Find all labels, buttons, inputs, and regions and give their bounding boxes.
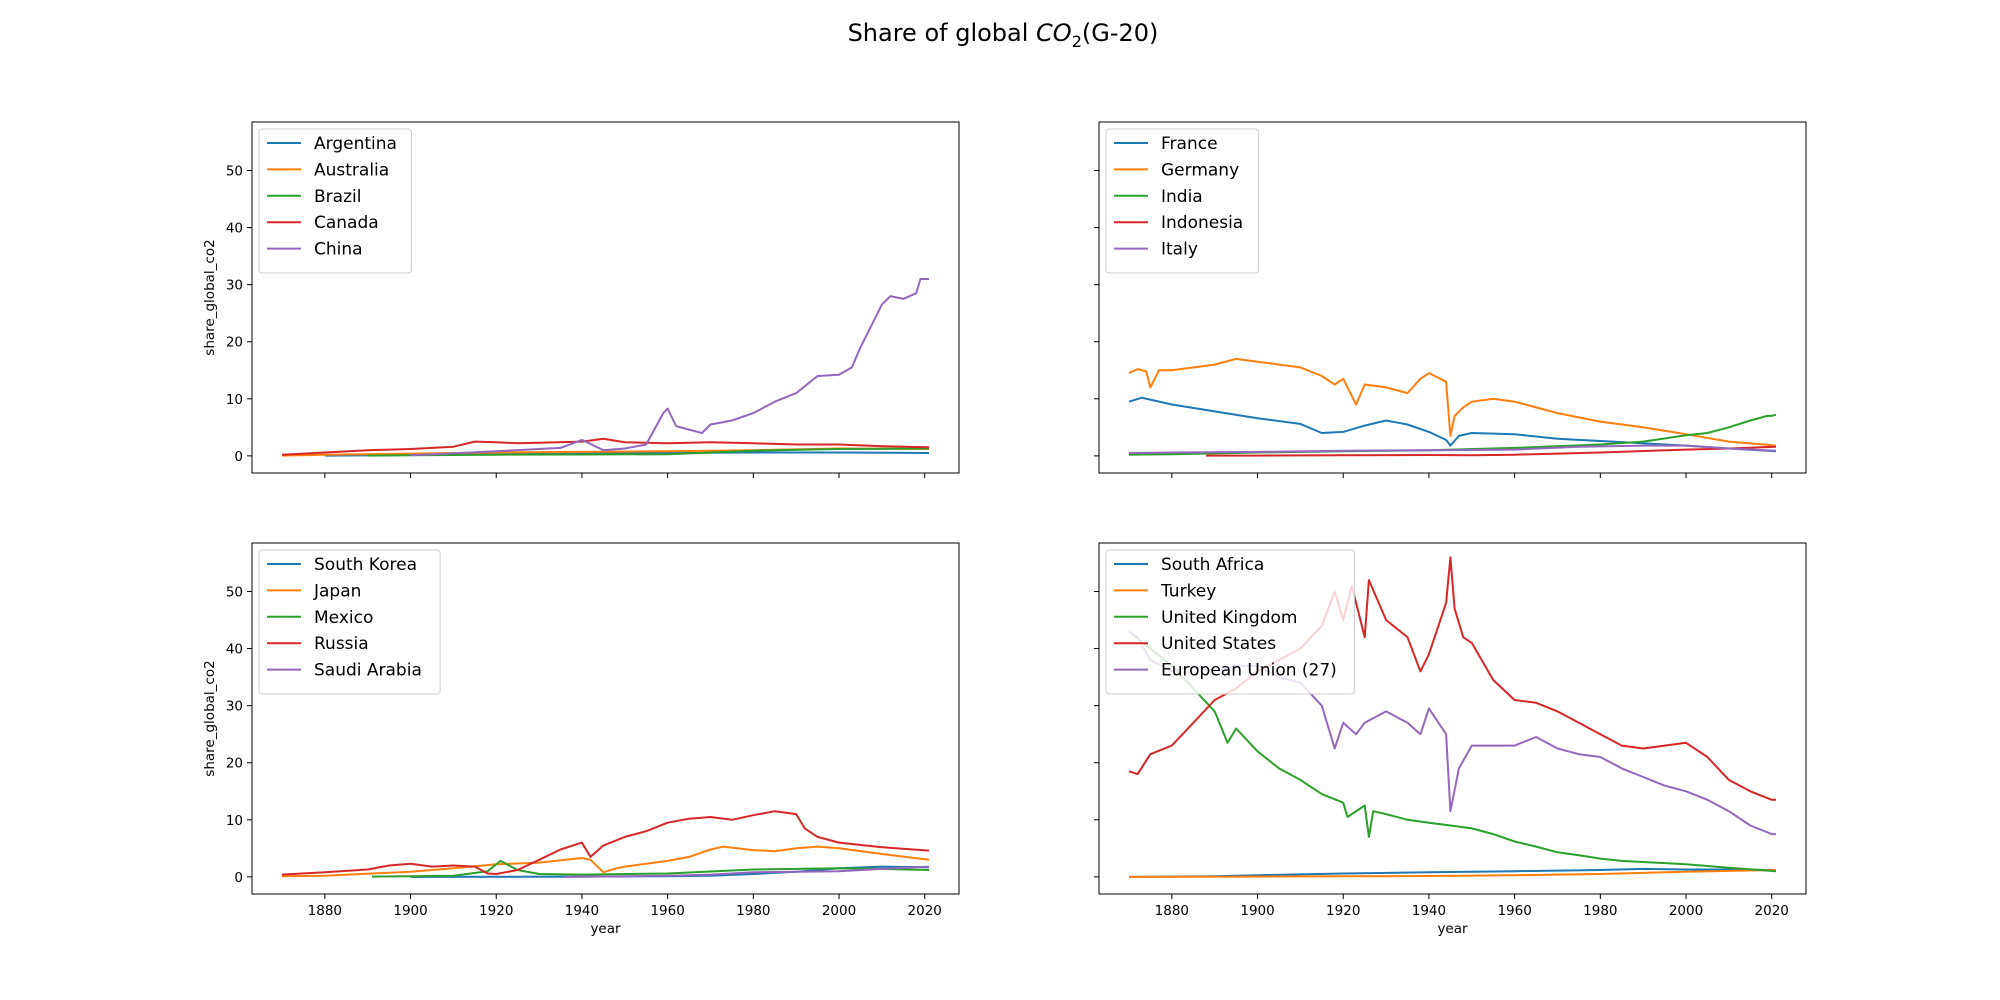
axes-frame — [251, 542, 960, 895]
legend-label-united-kingdom: United Kingdom — [1161, 608, 1297, 628]
legend: South Korea Japan Mexico Russia Saudi Arabia — [258, 549, 441, 695]
legend-label-japan: Japan — [313, 581, 361, 601]
x-tick-label: 1920 — [479, 903, 513, 919]
series-line-saudi-arabia — [564, 865, 930, 878]
x-tick-label: 1940 — [565, 903, 599, 919]
y-tick-label: 0 — [234, 870, 243, 886]
x-axis-label: year — [1437, 921, 1468, 937]
figure-title-chemical: CO — [1036, 19, 1072, 47]
x-tick-label: 1960 — [650, 903, 684, 919]
axes-frame — [1098, 542, 1807, 895]
y-tick-label: 30 — [226, 699, 243, 715]
x-tick-label: 1980 — [1583, 903, 1617, 919]
x-tick-label: 2000 — [822, 903, 856, 919]
y-tick-label: 50 — [226, 164, 243, 180]
x-tick-label: 2000 — [1669, 903, 1703, 919]
y-axis-label: share_global_co2 — [202, 239, 218, 355]
axes-frame — [1098, 121, 1807, 474]
x-tick-label: 1980 — [736, 903, 770, 919]
legend-label-saudi-arabia: Saudi Arabia — [314, 661, 422, 681]
y-tick-label: 20 — [226, 335, 243, 351]
legend-label-russia: Russia — [314, 634, 369, 654]
x-tick-label: 1940 — [1412, 903, 1446, 919]
y-tick-label: 30 — [226, 278, 243, 294]
y-tick-label: 10 — [226, 392, 243, 408]
y-tick-label: 40 — [226, 221, 243, 237]
figure-title-subscript: 2 — [1072, 32, 1082, 51]
series-line-united-kingdom — [1128, 630, 1777, 873]
series-line-russia — [281, 810, 930, 876]
x-tick-label: 1920 — [1326, 903, 1360, 919]
subplot-1: 0 10 20 30 40 50 share_global_co2 Argentina Aust… — [202, 121, 960, 478]
x-tick-label: 1880 — [1155, 903, 1189, 919]
y-tick-label: 10 — [226, 813, 243, 829]
figure-title-suffix: (G-20) — [1082, 19, 1159, 47]
legend-label-brazil: Brazil — [314, 187, 361, 207]
y-tick-label: 20 — [226, 756, 243, 772]
x-axis-label: year — [590, 921, 621, 937]
legend-box — [1105, 549, 1355, 695]
legend-label-turkey: Turkey — [1160, 581, 1216, 601]
series-line-germany — [1128, 357, 1777, 447]
x-tick-label: 2020 — [908, 903, 942, 919]
y-tick-label: 40 — [226, 642, 243, 658]
figure-title: Share of global CO2(G-20) — [848, 19, 1159, 51]
legend-label-canada: Canada — [314, 213, 379, 233]
legend-label-south-korea: South Korea — [314, 555, 417, 575]
legend-label-south-africa: South Africa — [1161, 555, 1264, 575]
legend-box — [258, 549, 441, 695]
legend-label-argentina: Argentina — [314, 134, 397, 154]
series-line-turkey — [1128, 869, 1777, 878]
y-tick-label: 50 — [226, 585, 243, 601]
legend-label-china: China — [314, 240, 363, 260]
legend-label-italy: Italy — [1161, 240, 1198, 260]
figure-title-prefix: Share of global — [848, 19, 1036, 47]
axes-frame — [251, 121, 960, 474]
x-tick-label: 1900 — [1240, 903, 1274, 919]
legend-label-mexico: Mexico — [314, 608, 373, 628]
subplot-4: 1880 1900 1920 1940 1960 1980 2000 2020 year Sout… — [1094, 542, 1807, 937]
series-line-france — [1128, 396, 1777, 453]
legend: South Africa Turkey United Kingdom United S… — [1105, 549, 1355, 695]
legend-label-indonesia: Indonesia — [1161, 213, 1243, 233]
x-tick-label: 1960 — [1497, 903, 1531, 919]
series-line-china — [410, 278, 929, 457]
legend-label-united-states: United States — [1161, 634, 1276, 654]
legend: France Germany India Indonesia Italy — [1105, 128, 1259, 274]
legend-box — [1105, 128, 1259, 274]
legend-label-india: India — [1161, 187, 1203, 207]
series-line-canada — [281, 437, 930, 456]
legend-label-australia: Australia — [314, 160, 389, 180]
legend-label-france: France — [1161, 134, 1218, 154]
legend-label-european-union-27: European Union (27) — [1161, 661, 1337, 681]
legend-label-germany: Germany — [1161, 160, 1239, 180]
x-tick-label: 1880 — [308, 903, 342, 919]
series-line-mexico — [371, 859, 930, 878]
subplots-grid: 0 10 20 30 40 50 share_global_co2 Argentina Aust… — [202, 121, 1807, 937]
y-tick-label: 0 — [234, 449, 243, 465]
legend: Argentina Australia Brazil Canada China — [258, 128, 412, 274]
y-axis-label: share_global_co2 — [202, 660, 218, 776]
series-line-indonesia — [1206, 445, 1777, 457]
subplot-3: 1880 1900 1920 1940 1960 1980 2000 2020 0 10 20 30 4… — [202, 542, 960, 937]
series-line-india — [1128, 413, 1777, 456]
series-line-italy — [1128, 444, 1777, 454]
x-tick-label: 2020 — [1755, 903, 1789, 919]
x-tick-label: 1900 — [393, 903, 427, 919]
legend-box — [258, 128, 412, 274]
subplot-2: France Germany India Indonesia Italy — [1094, 121, 1807, 478]
